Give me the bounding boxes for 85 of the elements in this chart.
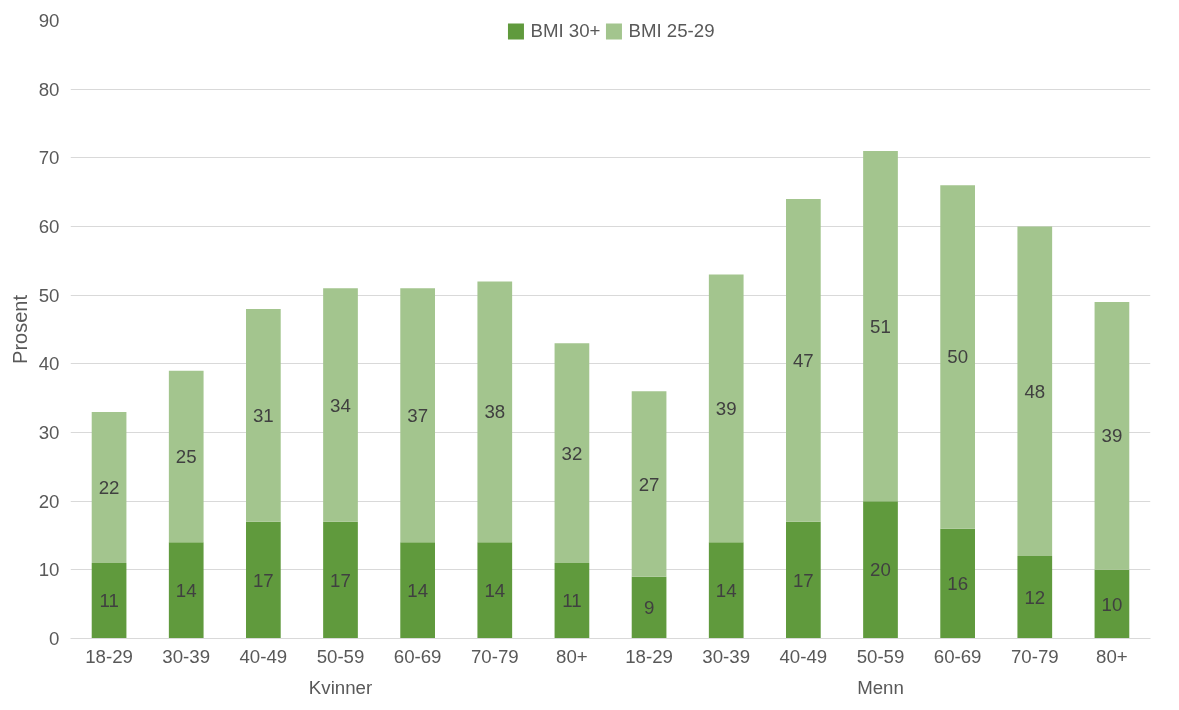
text: Menn: [857, 676, 904, 698]
data-label: 16: [947, 573, 969, 595]
bar: [168, 542, 204, 639]
bar: [786, 199, 821, 522]
x-tick-label: 80+: [1096, 645, 1128, 667]
data-label: 39: [1101, 425, 1123, 447]
y-tick-label: 30: [38, 422, 60, 443]
bar: [246, 308, 281, 522]
data-label: 50: [947, 346, 969, 368]
x-tick-label: 30-39: [702, 645, 751, 667]
data-label: 11: [99, 590, 119, 612]
bar: [863, 150, 898, 502]
y-tick-label: 60: [38, 216, 60, 237]
bar: [323, 288, 358, 522]
bar: [168, 370, 204, 543]
data-label: 22: [98, 476, 120, 498]
bar: [323, 521, 358, 639]
text: Kvinner: [308, 676, 373, 698]
bar: [400, 542, 435, 639]
y-tick-label: 40: [38, 353, 60, 375]
bar: [1094, 302, 1130, 570]
y-tick-label: 50: [38, 284, 60, 306]
data-label: 20: [870, 559, 891, 581]
x-tick-label: 40-49: [239, 645, 288, 667]
data-label: 39: [715, 397, 737, 419]
x-tick-label: 40-49: [779, 645, 828, 667]
bar: [631, 576, 667, 639]
y-tick-label: 20: [38, 490, 60, 512]
legend-label: BMI 25-29: [628, 20, 715, 42]
y-tick-label: 90: [38, 10, 60, 31]
x-tick-label: 60-69: [933, 645, 982, 667]
bar: [708, 274, 744, 543]
bar: [477, 281, 513, 543]
x-tick-label: 18-29: [625, 645, 673, 667]
data-label: 14: [175, 579, 197, 601]
bar: [91, 411, 127, 563]
bar: [554, 562, 590, 639]
data-label: 14: [715, 579, 737, 601]
data-label: 17: [330, 569, 351, 591]
data-label: 14: [407, 579, 429, 601]
x-tick-label: 80+: [556, 645, 588, 667]
data-label: 27: [638, 473, 660, 495]
bar: [786, 521, 821, 639]
bar: [631, 391, 667, 577]
data-label: 17: [252, 569, 274, 591]
data-label: 17: [792, 569, 814, 591]
x-tick-label: 70-79: [470, 645, 519, 667]
x-tick-label: 50-59: [316, 645, 365, 667]
bar: [1094, 569, 1130, 639]
y-axis-title: Prosent: [8, 294, 31, 364]
data-label: 34: [330, 394, 351, 416]
bar: [400, 288, 435, 543]
bar: [246, 521, 281, 639]
bar: [477, 542, 513, 639]
bar: [1017, 556, 1053, 639]
data-label: 31: [252, 404, 274, 426]
x-tick-label: 60-69: [393, 645, 442, 667]
data-label: 14: [484, 579, 506, 601]
bar: [863, 501, 898, 639]
data-label: 9: [643, 597, 655, 619]
data-label: 37: [407, 404, 429, 426]
x-tick-label: 70-79: [1010, 645, 1059, 667]
bar: [91, 562, 127, 639]
bar: [940, 528, 975, 639]
x-tick-label: 30-39: [162, 645, 211, 667]
bar: [940, 185, 975, 529]
x-tick-label: 18-29: [85, 645, 133, 667]
data-label: 11: [562, 590, 582, 612]
y-tick-label: 80: [38, 78, 60, 100]
data-label: 48: [1024, 380, 1046, 402]
y-tick-label: 0: [49, 628, 60, 649]
data-label: 10: [1101, 593, 1123, 615]
data-label: 12: [1024, 586, 1046, 608]
data-label: 51: [870, 315, 891, 337]
y-tick-label: 70: [38, 147, 60, 169]
data-label: 25: [175, 446, 197, 468]
data-label: 32: [561, 442, 583, 464]
bar: [708, 542, 744, 639]
x-tick-label: 50-59: [856, 645, 905, 667]
data-label: 47: [792, 349, 814, 371]
legend-label: BMI 30+: [530, 20, 601, 42]
y-tick-label: 10: [38, 559, 60, 581]
data-label: 38: [484, 401, 506, 423]
bar: [1017, 226, 1053, 557]
bar: [554, 343, 590, 563]
